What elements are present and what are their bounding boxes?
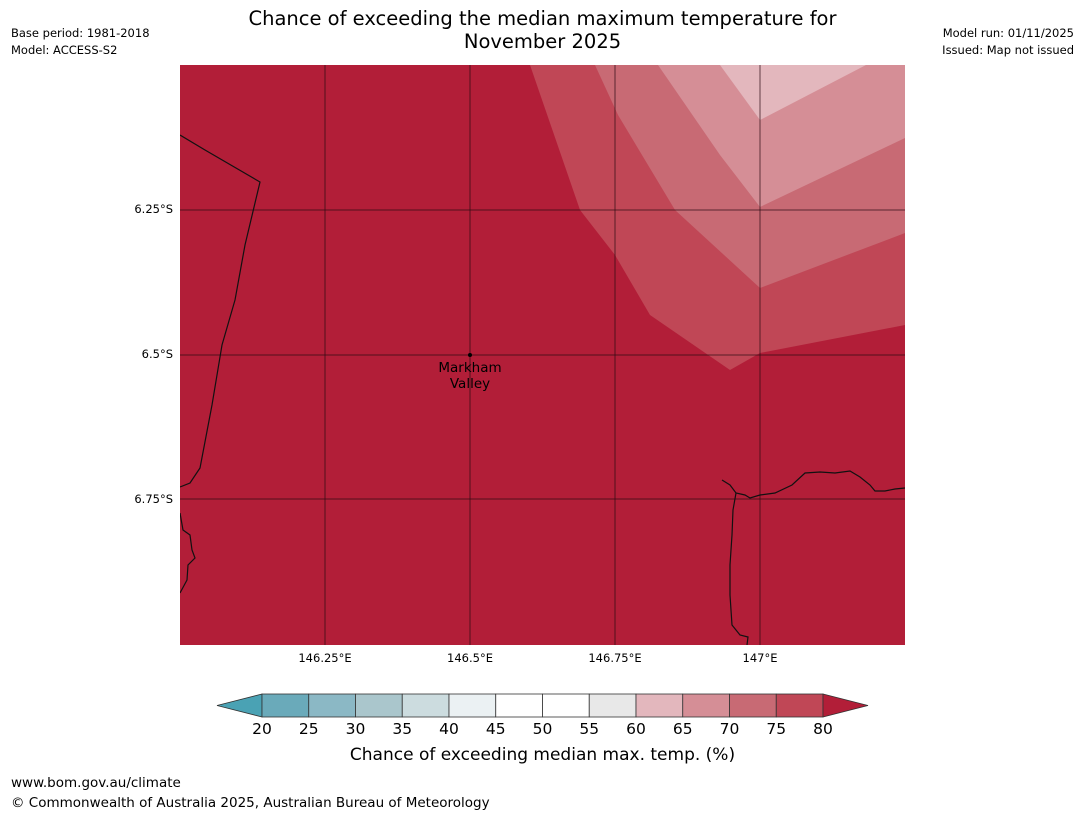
colorbar-segment-55-60	[588, 693, 637, 718]
place-label-line-2: Valley	[449, 376, 491, 392]
lon-label-146-5: 146.5°E	[447, 651, 493, 665]
map-canvas	[180, 65, 905, 645]
colorbar-tick-60: 60	[626, 720, 646, 738]
model-text: Model: ACCESS-S2	[11, 43, 118, 57]
colorbar-tick-55: 55	[579, 720, 600, 738]
colorbar-tick-65: 65	[672, 720, 693, 738]
colorbar-tick-80: 80	[813, 720, 833, 738]
colorbar-segment-35-40	[401, 693, 450, 718]
lat-label-6-75: 6.75°S	[134, 492, 173, 506]
issued-text: Issued: Map not issued	[942, 43, 1074, 57]
colorbar-extend-high	[822, 693, 869, 718]
map-panel[interactable]	[180, 65, 905, 645]
colorbar-extend-low	[216, 693, 263, 718]
place-marker[interactable]	[468, 353, 472, 357]
lat-label-6-5: 6.5°S	[141, 347, 173, 361]
colorbar-segments	[216, 693, 869, 718]
colorbar-tick-45: 45	[485, 720, 506, 738]
colorbar-tick-40: 40	[439, 720, 459, 738]
colorbar-tick-75: 75	[766, 720, 787, 738]
colorbar-tick-30: 30	[345, 720, 366, 738]
coastline-huon-gulf	[721, 470, 905, 499]
title-line-2: November 2025	[463, 30, 622, 53]
model-run-text: Model run: 01/11/2025	[942, 26, 1074, 40]
colorbar-label: Chance of exceeding median max. temp. (%…	[349, 745, 736, 765]
colorbar-segment-60-65	[635, 693, 684, 718]
colorbar-tick-70: 70	[719, 720, 740, 738]
colorbar-segment-30-35	[355, 693, 403, 718]
place-label-line-1: Markham	[438, 360, 502, 376]
footer-copyright: © Commonwealth of Australia 2025, Austra…	[11, 795, 490, 811]
footer-url[interactable]: www.bom.gov.au/climate	[11, 775, 181, 791]
colorbar-tick-35: 35	[392, 720, 413, 738]
province-boundary-west	[180, 134, 261, 488]
title-line-1: Chance of exceeding the median maximum t…	[248, 7, 837, 30]
colorbar-segment-70-75	[729, 693, 777, 718]
boundaries	[180, 134, 905, 645]
coastline-southeast	[729, 492, 749, 645]
lon-label-146-25: 146.25°E	[298, 651, 352, 665]
colorbar-tick-25: 25	[298, 720, 319, 738]
colorbar-segment-45-50	[495, 693, 543, 718]
colorbar-tick-50: 50	[532, 720, 553, 738]
map-title: Chance of exceeding the median maximum t…	[0, 7, 1085, 53]
map-metadata-right: Model run: 01/11/2025 Issued: Map not is…	[942, 25, 1074, 59]
band-65-70	[658, 65, 905, 207]
base-period-text: Base period: 1981-2018	[11, 26, 150, 40]
lat-label-6-25: 6.25°S	[134, 202, 173, 216]
coastline-southwest	[180, 512, 196, 594]
lon-label-146-75: 146.75°E	[588, 651, 642, 665]
colorbar-segment-20-25	[261, 693, 310, 718]
lon-label-147: 147°E	[742, 651, 778, 665]
colorbar-segment-50-55	[542, 693, 590, 718]
place-label-markham-valley: Markham Valley	[438, 360, 501, 392]
map-metadata-left: Base period: 1981-2018 Model: ACCESS-S2	[11, 25, 150, 59]
colorbar-tick-20: 20	[252, 720, 272, 738]
colorbar-segment-75-80	[775, 693, 824, 718]
colorbar-segment-25-30	[308, 693, 356, 718]
band-60-65	[720, 65, 866, 120]
colorbar-segment-40-45	[448, 693, 497, 718]
colorbar-segment-65-70	[682, 693, 730, 718]
